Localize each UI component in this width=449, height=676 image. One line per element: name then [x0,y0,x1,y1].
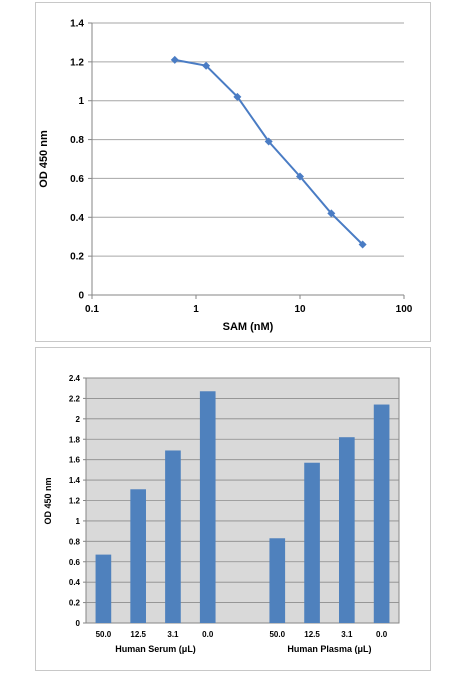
line-y-tick-label: 0.4 [70,213,84,224]
bar-y-tick-label: 0.4 [69,578,81,587]
bar-y-tick-label: 1.4 [69,476,81,485]
bar-x-tick-label: 12.5 [130,630,146,639]
bar-y-tick-label: 2.2 [69,394,81,403]
bar-y-tick-label: 1 [76,517,81,526]
bar-x-tick-label: 0.0 [202,630,214,639]
line-y-tick-label: 1.4 [70,19,84,30]
line-x-tick-label: 10 [294,304,306,315]
line-x-tick-label: 0.1 [85,304,99,315]
bar-group-label-serum: Human Serum (μL) [115,644,196,654]
bar-x-tick-label: 50.0 [96,630,112,639]
bar-x-tick-label: 3.1 [167,630,179,639]
bar-x-tick-label: 3.1 [341,630,353,639]
line-chart: 00.20.40.60.811.21.4 0.1 1 10 100 SAM (nM) … [38,19,413,334]
bar-x-tick-label: 12.5 [304,630,320,639]
bar [339,437,355,623]
bar-y-tick-label: 2.4 [69,374,81,383]
bar-group-label-plasma: Human Plasma (μL) [287,644,371,654]
bar-chart: 0 0.2 0.4 0.6 0.8 1 1.2 1.4 1.6 1.8 2 2.2 2.4 50.0 12… [43,374,400,654]
bar [130,489,146,623]
bar-x-tick-label: 50.0 [269,630,285,639]
line-data-point [233,92,242,101]
bar-y-tick-label: 2 [76,415,81,424]
line-data-point [170,55,179,64]
line-x-axis-title: SAM (nM) [223,321,274,333]
bar [373,404,390,623]
bar [304,462,320,623]
line-y-tick-label: 1 [78,96,84,107]
line-data-point [358,240,367,249]
line-data-point [264,137,273,146]
bar-y-tick-label: 0.8 [69,537,81,546]
bar-x-tick-label: 0.0 [376,630,388,639]
line-y-tick-label: 0.2 [70,252,84,263]
bar-y-tick-label: 0.2 [69,599,81,608]
line-y-tick-label: 0 [78,291,84,302]
line-y-tick-label: 1.2 [70,57,84,68]
bar [165,450,181,623]
bar-y-axis-title: OD 450 nm [43,477,53,524]
line-data-point [327,209,336,218]
line-data-point [296,172,304,181]
line-data-point [202,61,211,70]
bar [199,391,216,623]
bar-y-tick-label: 0 [76,619,81,628]
line-y-tick-label: 0.8 [70,135,84,146]
bar [95,554,112,623]
line-x-tick-label: 1 [193,304,199,315]
line-plot-area [92,23,404,295]
bar-y-tick-label: 1.2 [69,497,81,506]
bar-y-tick-label: 1.6 [69,456,81,465]
line-x-tick-label: 100 [396,304,413,315]
line-y-tick-label: 0.6 [70,174,84,185]
line-y-axis-title: OD 450 nm [38,130,50,188]
bar-chart-panel: 0 0.2 0.4 0.6 0.8 1 1.2 1.4 1.6 1.8 2 2.2 2.4 50.0 12… [35,347,431,671]
bar-y-tick-label: 1.8 [69,435,81,444]
bar [269,538,286,623]
bar-y-tick-label: 0.6 [69,558,81,567]
line-chart-panel: 0 0.2 0.4 0.6 0.8 1 1.2 1.4 0.1 1 10 100 SAM (nM) … [35,2,431,342]
